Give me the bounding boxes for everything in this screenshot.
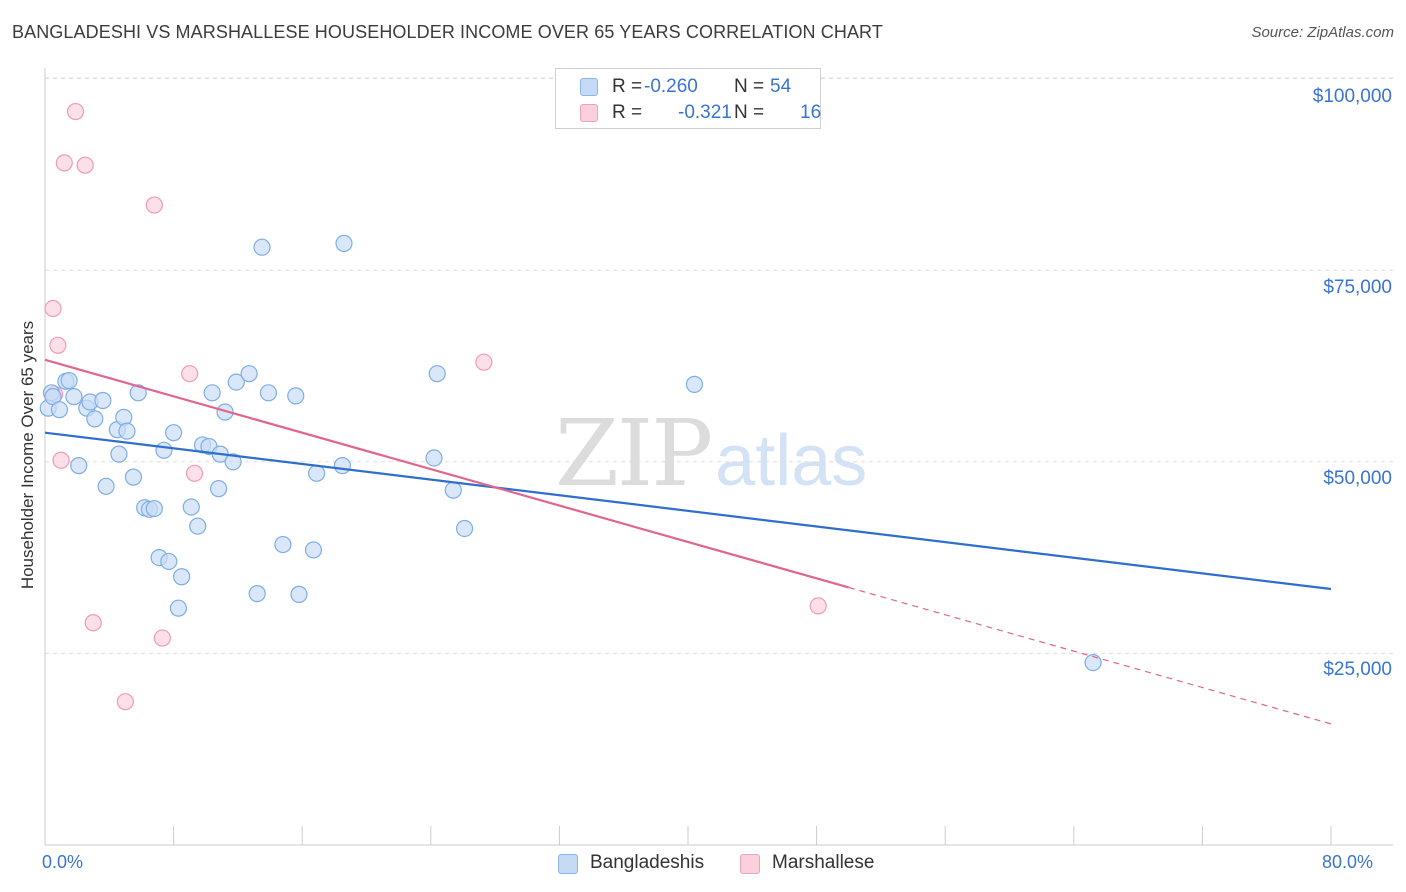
- correlation-legend: R = -0.260 N = 54 R = -0.321 N = 16: [555, 68, 821, 129]
- bangladeshi-point: [70, 457, 88, 475]
- bangladeshi-point: [110, 445, 128, 463]
- marshallese-point: [49, 336, 67, 354]
- x-tick-label-min: 0.0%: [42, 852, 84, 872]
- bangladeshi-point: [189, 517, 207, 535]
- bangladeshi-point: [129, 384, 147, 402]
- legend-r-label: R =: [612, 102, 643, 123]
- bangladeshi-point: [287, 387, 305, 405]
- bangladeshi-point: [94, 391, 112, 410]
- y-tick-label-75000: $75,000: [1323, 277, 1392, 298]
- marshallese-point: [116, 693, 134, 711]
- bangladeshi-point: [308, 464, 326, 482]
- bangladeshi-point: [224, 453, 242, 471]
- marshallese-point: [475, 353, 493, 371]
- bangladeshi-point: [455, 519, 474, 538]
- bangladeshi-point: [165, 424, 183, 442]
- bangladeshi-point: [253, 238, 271, 256]
- bangladeshi-point: [1084, 653, 1102, 672]
- watermark-zip: ZIP: [555, 400, 713, 507]
- legend-r-value: -0.260: [644, 76, 698, 97]
- marshallese-point: [145, 196, 163, 214]
- y-axis-label: Householder Income Over 65 years: [18, 320, 37, 590]
- legend-r-value: -0.321: [678, 102, 732, 123]
- bottom-legend-swatch-blue: [558, 854, 578, 874]
- legend-r-label: R =: [612, 76, 643, 97]
- bangladeshi-point: [118, 422, 136, 440]
- zipatlas-watermark: ZIPatlas: [555, 400, 867, 507]
- bangladeshi-point: [428, 365, 446, 383]
- bangladeshi-point: [60, 371, 78, 390]
- bangladeshi-point: [259, 384, 278, 402]
- marshallese-point: [84, 614, 102, 632]
- bangladeshi-point: [304, 541, 323, 559]
- chart-title: BANGLADESHI VS MARSHALLESE HOUSEHOLDER I…: [12, 22, 883, 42]
- marshallese-point: [52, 451, 70, 469]
- y-tick-label-100000: $100,000: [1312, 86, 1392, 107]
- bangladeshi-point: [685, 375, 704, 393]
- bottom-legend-label: Bangladeshis: [590, 852, 705, 873]
- bottom-legend-label: Marshallese: [772, 852, 875, 873]
- legend-n-label: N =: [734, 76, 765, 97]
- chart-source: Source: ZipAtlas.com: [1251, 24, 1394, 41]
- marshallese-point: [66, 102, 85, 121]
- bangladeshi-point: [145, 499, 163, 518]
- legend-n-label: N =: [734, 102, 765, 123]
- marshallese-point: [76, 156, 94, 174]
- bangladeshi-point: [97, 477, 115, 495]
- bangladeshi-point: [444, 481, 462, 499]
- bangladeshi-trend-line: [44, 431, 1332, 591]
- bottom-legend-swatch-pink: [740, 854, 760, 874]
- trend-lines: [44, 358, 1332, 725]
- bangladeshi-point: [124, 468, 143, 486]
- legend-swatch-blue: [580, 78, 598, 96]
- y-tick-label-25000: $25,000: [1323, 659, 1392, 680]
- bangladeshi-points: [39, 234, 1102, 672]
- marshallese-trend-line: [44, 358, 850, 589]
- legend-n-value: 16: [800, 102, 822, 123]
- bangladeshi-point: [210, 480, 228, 498]
- bangladeshi-point: [248, 585, 266, 603]
- bangladeshi-point: [333, 457, 351, 475]
- marshallese-points: [44, 102, 827, 711]
- bangladeshi-point: [65, 388, 83, 406]
- axis-layer: [44, 68, 1393, 846]
- bangladeshi-point: [86, 410, 104, 428]
- bangladeshi-point: [290, 585, 308, 603]
- marshallese-point: [181, 365, 199, 383]
- x-tick-label-max: 80.0%: [1322, 852, 1374, 872]
- legend-swatch-pink: [580, 104, 598, 122]
- marshallese-point: [55, 154, 73, 172]
- bangladeshi-point: [335, 234, 353, 252]
- bangladeshi-point: [274, 535, 292, 554]
- bangladeshi-point: [240, 365, 258, 383]
- marshallese-point: [153, 629, 171, 647]
- legend-n-value: 54: [770, 76, 792, 97]
- bangladeshi-point: [203, 384, 221, 402]
- bangladeshi-point: [169, 599, 188, 617]
- bangladeshi-point: [155, 441, 173, 459]
- bangladeshi-point: [173, 568, 191, 586]
- marshallese-point: [185, 464, 204, 482]
- bangladeshi-point: [50, 401, 69, 419]
- bangladeshi-point: [160, 552, 178, 571]
- bangladeshi-point: [182, 498, 200, 516]
- bangladeshi-point: [425, 449, 443, 467]
- watermark-atlas: atlas: [715, 421, 868, 501]
- bangladeshi-point: [227, 373, 245, 391]
- marshallese-point: [44, 299, 62, 318]
- y-tick-label-50000: $50,000: [1323, 468, 1392, 489]
- marshallese-point: [809, 597, 827, 615]
